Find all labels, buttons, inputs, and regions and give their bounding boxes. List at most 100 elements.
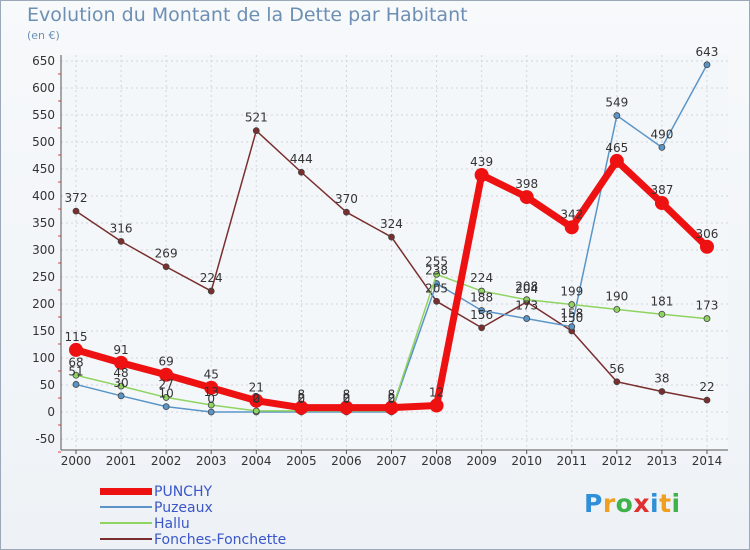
legend-swatch: [100, 538, 152, 540]
data-point-puzeaux: [568, 323, 576, 331]
data-point-punchy: [159, 367, 174, 382]
data-label-fonches-fonchette: 56: [609, 362, 624, 376]
data-label-fonches-fonchette: 316: [110, 221, 133, 235]
data-point-fonches-fonchette: [72, 207, 80, 215]
data-label-hallu: 199: [560, 285, 583, 299]
data-label-puzeaux: 51: [68, 364, 83, 378]
data-label-fonches-fonchette: 205: [425, 281, 448, 295]
data-label-hallu: 208: [515, 280, 538, 294]
logo-letter: t: [659, 489, 672, 518]
x-tick-label: 2010: [511, 454, 542, 468]
data-label-hallu: 2: [388, 391, 396, 405]
data-label-puzeaux: 549: [605, 96, 628, 110]
data-point-hallu: [433, 270, 440, 278]
data-label-hallu: 224: [470, 271, 493, 285]
data-label-puzeaux: 0: [388, 392, 396, 406]
data-label-hallu: 13: [204, 385, 219, 399]
data-label-punchy: 69: [158, 355, 173, 369]
data-point-puzeaux: [703, 61, 711, 69]
y-tick-label: 0: [47, 405, 55, 419]
data-label-punchy: 342: [560, 207, 583, 221]
y-tick-label: 100: [32, 351, 55, 365]
data-label-punchy: 387: [650, 183, 673, 197]
data-point-punchy: [69, 342, 83, 357]
data-label-fonches-fonchette: 22: [699, 380, 714, 394]
data-point-punchy: [609, 153, 624, 168]
data-point-punchy: [294, 400, 309, 415]
x-tick-label: 2000: [61, 454, 92, 468]
y-tick-label: -50: [35, 432, 55, 446]
y-tick-label: 650: [32, 54, 55, 68]
data-label-hallu: 2: [343, 391, 351, 405]
data-point-fonches-fonchette: [117, 237, 125, 245]
data-label-fonches-fonchette: 156: [470, 308, 493, 322]
data-point-fonches-fonchette: [297, 168, 305, 176]
data-label-punchy: 465: [605, 141, 628, 155]
data-label-fonches-fonchette: 224: [200, 271, 223, 285]
legend-label: PUNCHY: [154, 484, 213, 500]
data-label-punchy: 21: [249, 381, 264, 395]
data-label-puzeaux: 238: [425, 263, 448, 277]
legend-label: Puzeaux: [154, 500, 213, 516]
logo-letter: i: [671, 489, 681, 518]
data-label-hallu: 2: [298, 391, 306, 405]
x-tick-label: 2005: [286, 454, 317, 468]
data-point-puzeaux: [72, 381, 80, 388]
data-label-fonches-fonchette: 324: [380, 217, 403, 231]
data-label-punchy: 45: [204, 368, 219, 382]
data-label-puzeaux: 158: [560, 307, 583, 321]
data-label-hallu: 190: [605, 289, 628, 303]
data-point-punchy: [699, 239, 714, 254]
data-point-fonches-fonchette: [433, 297, 440, 305]
y-tick-label: 550: [32, 108, 55, 122]
x-tick-label: 2006: [331, 454, 362, 468]
data-label-fonches-fonchette: 444: [290, 152, 313, 166]
data-label-fonches-fonchette: 150: [560, 311, 583, 325]
data-label-fonches-fonchette: 269: [155, 247, 178, 261]
y-tick-label: 600: [32, 81, 55, 95]
data-label-fonches-fonchette: 521: [245, 111, 268, 125]
data-label-punchy: 439: [470, 155, 493, 169]
unit-label: (en €): [27, 29, 60, 42]
y-tick-label: 300: [32, 243, 55, 257]
data-label-fonches-fonchette: 372: [65, 191, 88, 205]
data-point-hallu: [613, 305, 621, 313]
data-point-fonches-fonchette: [207, 287, 215, 295]
data-point-fonches-fonchette: [252, 127, 260, 135]
x-tick-label: 2014: [692, 454, 723, 468]
data-label-puzeaux: 30: [113, 376, 128, 390]
data-point-punchy: [429, 398, 444, 413]
data-label-fonches-fonchette: 38: [654, 371, 669, 385]
data-point-punchy: [384, 400, 399, 415]
y-tick-label: 500: [32, 135, 55, 149]
data-label-hallu: 68: [68, 355, 83, 369]
data-point-puzeaux: [613, 112, 621, 119]
data-label-hallu: 48: [113, 366, 128, 380]
data-point-hallu: [162, 394, 170, 401]
y-tick-label: 350: [32, 216, 55, 230]
data-point-hallu: [207, 401, 215, 409]
legend-label: Hallu: [154, 516, 190, 532]
data-label-puzeaux: 10: [158, 387, 173, 401]
data-label-puzeaux: 490: [650, 127, 673, 141]
data-point-puzeaux: [117, 392, 125, 400]
data-point-hallu: [523, 296, 531, 304]
x-tick-label: 2012: [602, 454, 633, 468]
data-point-fonches-fonchette: [343, 208, 350, 216]
x-tick-label: 2009: [466, 454, 497, 468]
data-point-fonches-fonchette: [658, 388, 666, 395]
data-point-fonches-fonchette: [162, 263, 170, 271]
data-point-puzeaux: [207, 408, 215, 416]
data-point-hallu: [658, 310, 666, 318]
data-label-punchy: 115: [65, 330, 88, 344]
logo-letter: i: [650, 489, 660, 518]
data-point-punchy: [204, 380, 219, 395]
legend-swatch: [100, 506, 152, 508]
data-label-hallu: 2: [252, 391, 260, 405]
x-tick-label: 2003: [196, 454, 227, 468]
data-label-punchy: 398: [515, 177, 538, 191]
logo-letter: x: [633, 489, 650, 518]
x-tick-label: 2004: [241, 454, 272, 468]
data-label-puzeaux: 643: [696, 45, 719, 59]
data-label-puzeaux: 188: [470, 290, 493, 304]
